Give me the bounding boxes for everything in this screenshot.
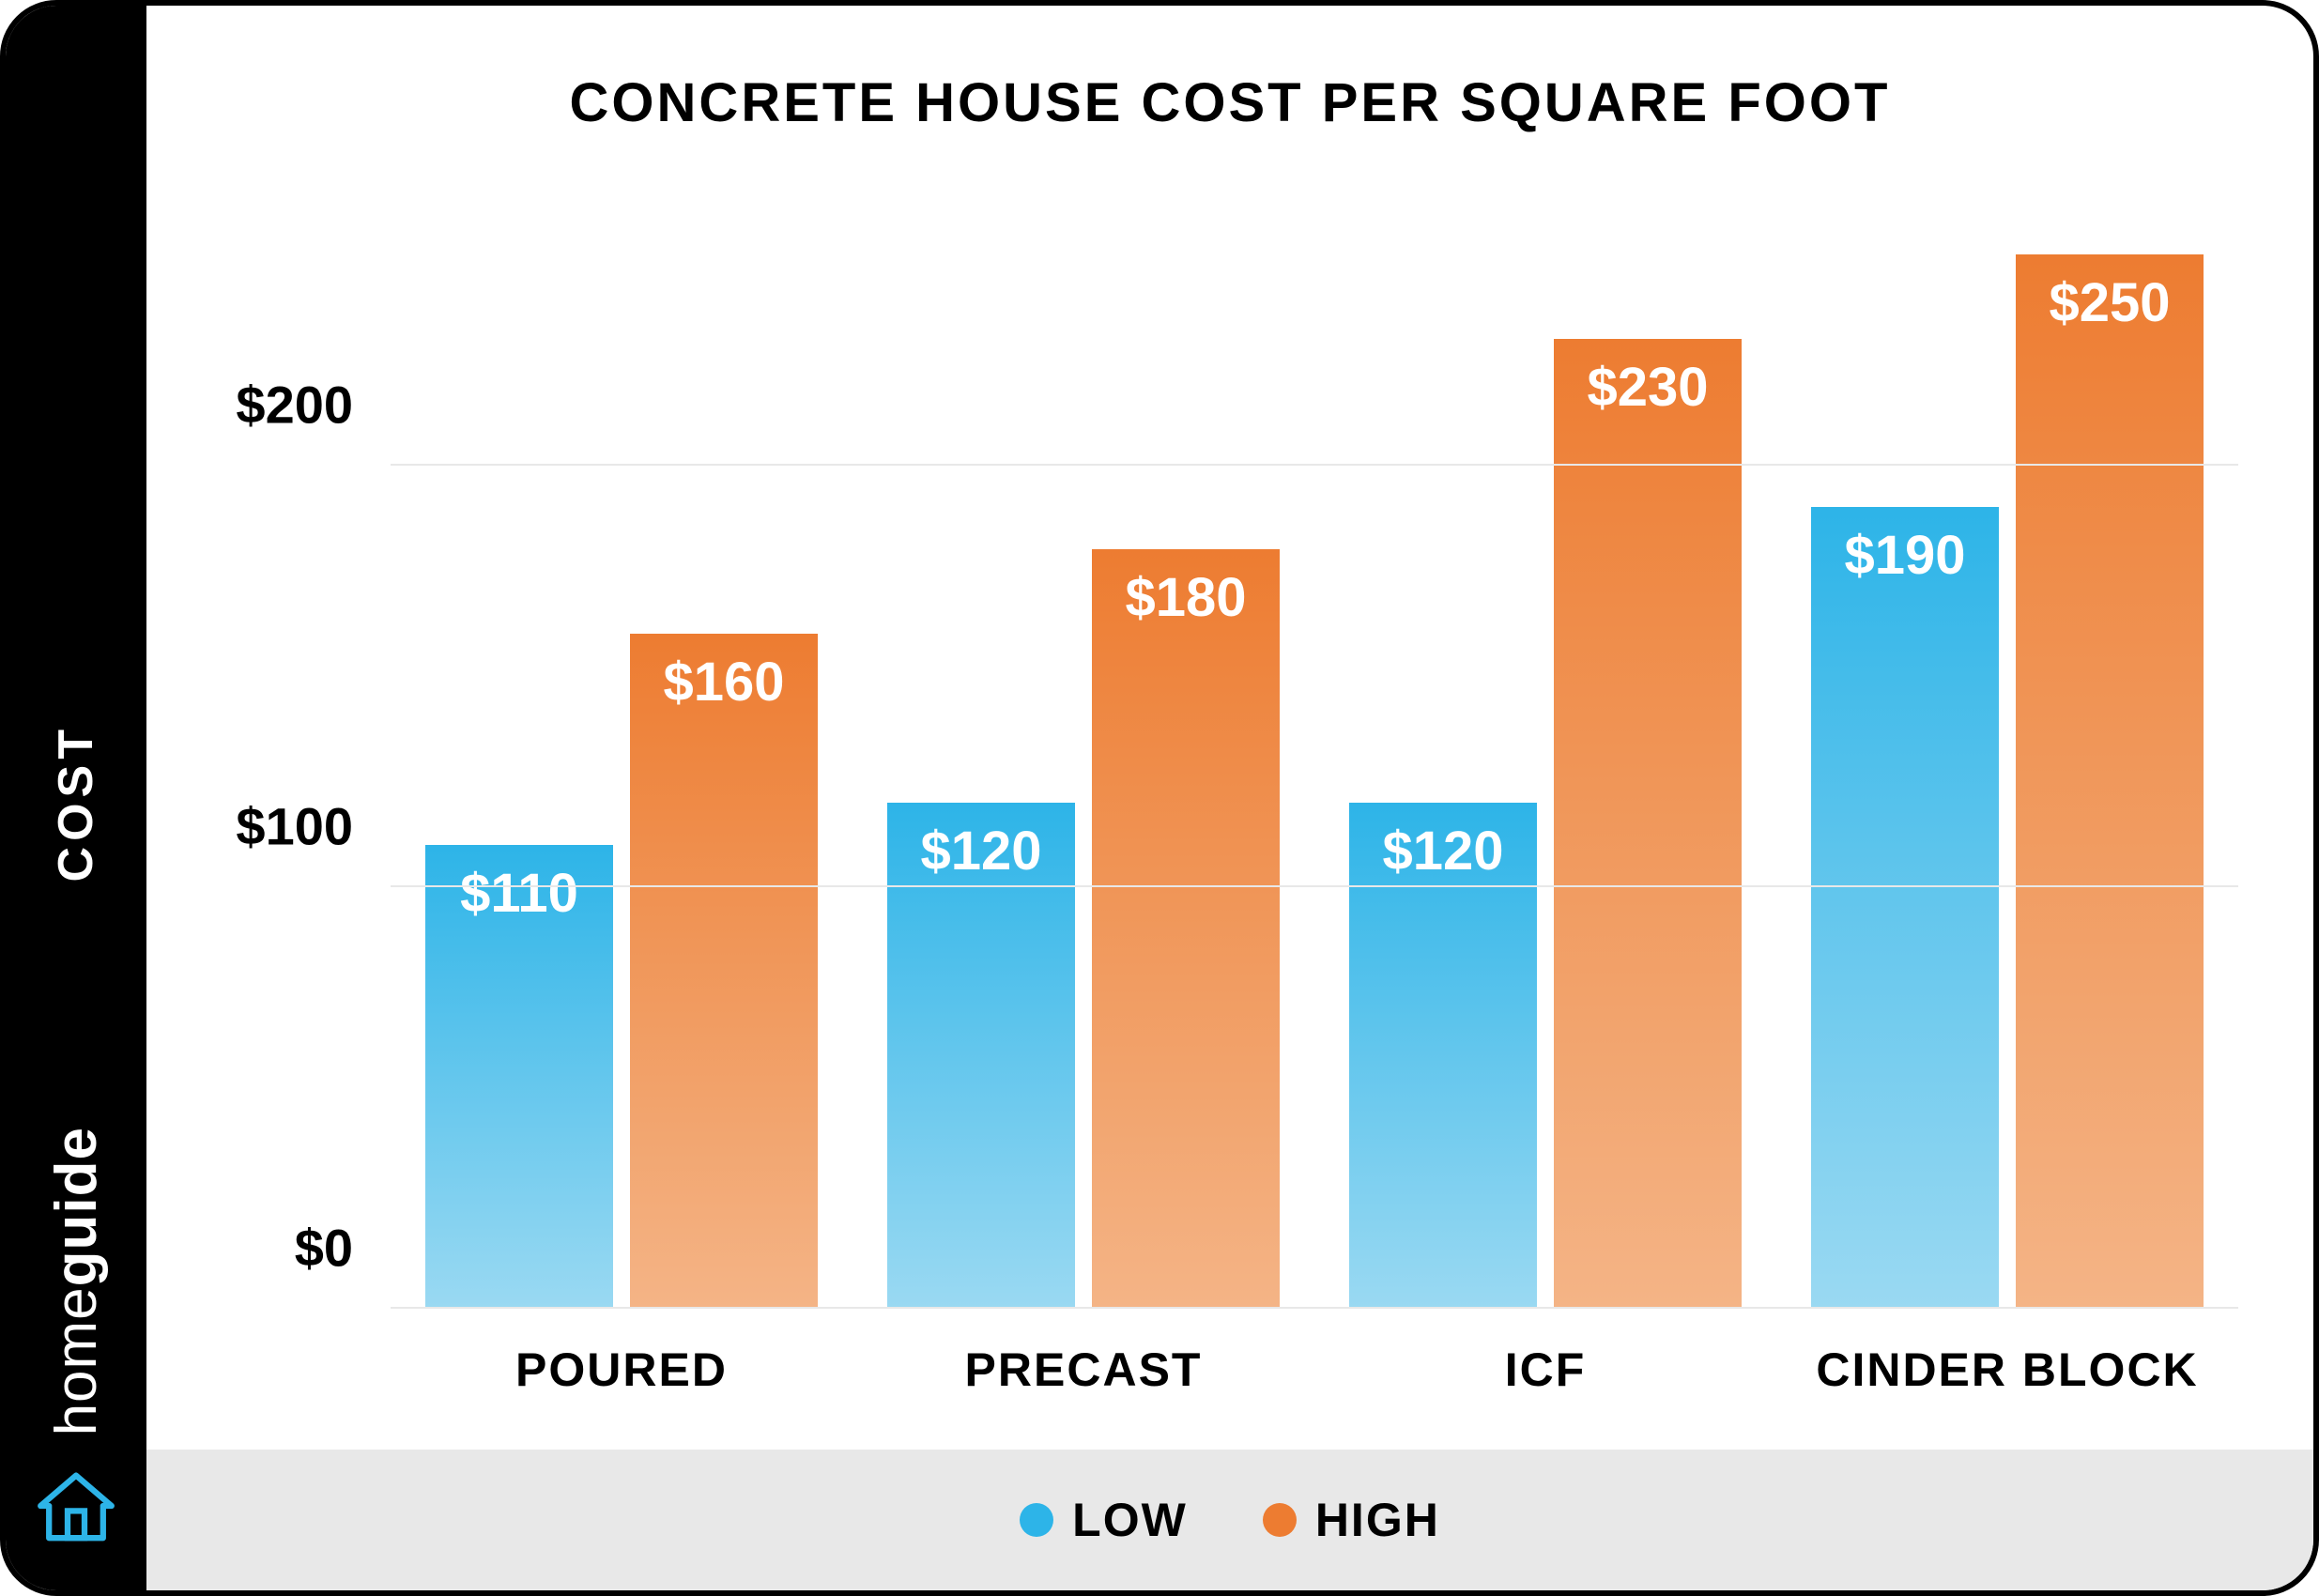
gridline bbox=[391, 464, 2238, 466]
x-tick-label: ICF bbox=[1505, 1309, 1587, 1397]
bar-value-label: $190 bbox=[1844, 507, 1965, 587]
bar-value-label: $120 bbox=[1382, 803, 1503, 882]
bar-value-label: $160 bbox=[663, 634, 784, 714]
legend-label-high: HIGH bbox=[1315, 1493, 1440, 1547]
bar-low: $110 bbox=[425, 845, 613, 1309]
y-tick-label: $100 bbox=[236, 795, 391, 856]
bar-high: $230 bbox=[1554, 339, 1742, 1309]
chart-card: COST homeguide CONCRETE HOUSE COST PER S… bbox=[0, 0, 2319, 1596]
brand-part-2: guide bbox=[44, 1127, 109, 1286]
x-tick-label: CINDER BLOCK bbox=[1816, 1309, 2198, 1397]
brand-wordmark: homeguide bbox=[43, 1127, 110, 1435]
bar-value-label: $250 bbox=[2049, 254, 2170, 334]
bar-group: $190$250CINDER BLOCK bbox=[1776, 212, 2238, 1309]
legend-item-low: LOW bbox=[1020, 1493, 1188, 1547]
bar-low: $190 bbox=[1811, 507, 1999, 1309]
bar-value-label: $120 bbox=[920, 803, 1041, 882]
bar-high: $180 bbox=[1092, 549, 1280, 1309]
legend-dot-low bbox=[1020, 1503, 1053, 1537]
gridline bbox=[391, 885, 2238, 887]
bar-low: $120 bbox=[887, 803, 1075, 1309]
y-tick-label: $200 bbox=[236, 374, 391, 435]
legend-dot-high bbox=[1263, 1503, 1297, 1537]
plot-region: $110$160POURED$120$180PRECAST$120$230ICF… bbox=[391, 212, 2238, 1309]
chart-title: CONCRETE HOUSE COST PER SQUARE FOOT bbox=[146, 6, 2313, 134]
house-icon bbox=[34, 1464, 118, 1553]
gridline bbox=[391, 1307, 2238, 1309]
legend: LOW HIGH bbox=[146, 1450, 2313, 1590]
bar-value-label: $180 bbox=[1125, 549, 1246, 629]
chart-area: CONCRETE HOUSE COST PER SQUARE FOOT $110… bbox=[146, 6, 2313, 1590]
bar-group: $110$160POURED bbox=[391, 212, 852, 1309]
legend-label-low: LOW bbox=[1072, 1493, 1188, 1547]
bar-value-label: $230 bbox=[1587, 339, 1708, 419]
x-tick-label: PRECAST bbox=[965, 1309, 1203, 1397]
bar-high: $250 bbox=[2016, 254, 2204, 1309]
bar-low: $120 bbox=[1349, 803, 1537, 1309]
y-tick-label: $0 bbox=[295, 1218, 391, 1279]
x-tick-label: POURED bbox=[515, 1309, 728, 1397]
sidebar: COST homeguide bbox=[6, 6, 146, 1590]
bar-groups: $110$160POURED$120$180PRECAST$120$230ICF… bbox=[391, 212, 2238, 1309]
bar-group: $120$180PRECAST bbox=[852, 212, 1314, 1309]
bar-group: $120$230ICF bbox=[1314, 212, 1776, 1309]
bar-high: $160 bbox=[630, 634, 818, 1309]
y-axis-label: COST bbox=[48, 724, 104, 882]
legend-item-high: HIGH bbox=[1263, 1493, 1440, 1547]
brand-part-1: home bbox=[44, 1286, 109, 1435]
